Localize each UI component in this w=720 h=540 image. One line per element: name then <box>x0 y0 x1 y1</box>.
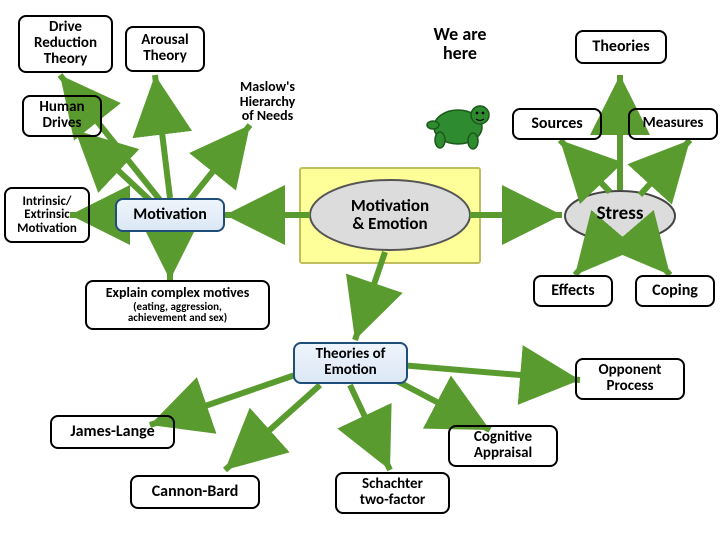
node-cannon: Cannon-Bard <box>130 475 260 509</box>
diagram-canvas <box>0 0 720 540</box>
node-theories: Theories <box>575 30 667 64</box>
node-motivation: Motivation <box>115 198 225 232</box>
node-arousal: ArousalTheory <box>125 26 205 72</box>
node-cognitive: CognitiveAppraisal <box>448 425 558 467</box>
node-sources: Sources <box>512 108 602 140</box>
node-james: James-Lange <box>50 415 175 449</box>
node-maslow: Maslow'sHierarchyof Needs <box>225 80 310 124</box>
explain-sub: (eating, aggression,achievement and sex) <box>128 301 227 324</box>
node-drive: DriveReductionTheory <box>18 15 113 73</box>
node-wehere: We arehere <box>415 25 505 63</box>
node-explain: Explain complex motives (eating, aggress… <box>85 280 270 330</box>
node-human: HumanDrives <box>22 95 102 137</box>
node-effects: Effects <box>533 275 613 307</box>
node-schachter: Schachtertwo-factor <box>335 472 450 514</box>
node-memotion: Motivation& Emotion <box>330 197 450 233</box>
node-theoemot: Theories ofEmotion <box>293 342 408 384</box>
node-coping: Coping <box>635 275 715 307</box>
node-opponent: OpponentProcess <box>575 358 685 400</box>
node-stress: Stress <box>580 204 660 224</box>
node-measures: Measures <box>628 108 718 140</box>
explain-title: Explain complex motives <box>106 286 250 301</box>
node-intrinsic: Intrinsic/ExtrinsicMotivation <box>4 187 90 243</box>
